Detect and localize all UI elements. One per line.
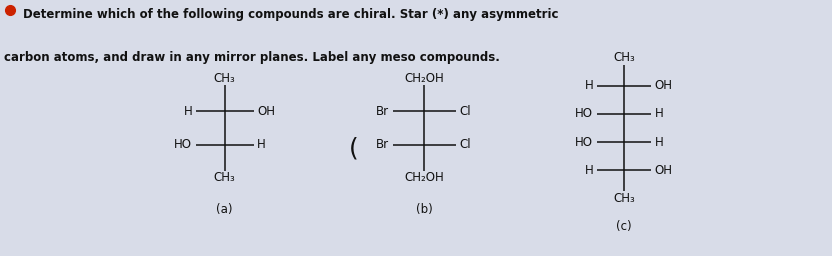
Text: H: H (655, 108, 664, 120)
Text: H: H (584, 79, 593, 92)
Text: H: H (584, 164, 593, 177)
Text: carbon atoms, and draw in any mirror planes. Label any meso compounds.: carbon atoms, and draw in any mirror pla… (4, 51, 500, 64)
Text: CH₂OH: CH₂OH (404, 172, 444, 184)
Text: Br: Br (376, 105, 389, 118)
Text: Determine which of the following compounds are chiral. Star (*) any asymmetric: Determine which of the following compoun… (23, 8, 559, 21)
Text: CH₃: CH₃ (613, 192, 635, 205)
Text: OH: OH (257, 105, 275, 118)
Text: HO: HO (174, 138, 192, 151)
Text: CH₃: CH₃ (214, 72, 235, 84)
Text: H: H (183, 105, 192, 118)
Text: H: H (257, 138, 266, 151)
Text: CH₂OH: CH₂OH (404, 72, 444, 84)
Text: HO: HO (575, 136, 593, 148)
Text: H: H (655, 136, 664, 148)
Text: CH₃: CH₃ (214, 172, 235, 184)
Text: (: ( (349, 136, 359, 161)
Text: OH: OH (655, 164, 673, 177)
Text: Cl: Cl (459, 105, 471, 118)
Text: (c): (c) (617, 220, 631, 232)
Text: CH₃: CH₃ (613, 51, 635, 64)
Text: OH: OH (655, 79, 673, 92)
Text: (a): (a) (216, 203, 233, 216)
Text: (b): (b) (416, 203, 433, 216)
Text: Cl: Cl (459, 138, 471, 151)
Text: HO: HO (575, 108, 593, 120)
Text: Br: Br (376, 138, 389, 151)
